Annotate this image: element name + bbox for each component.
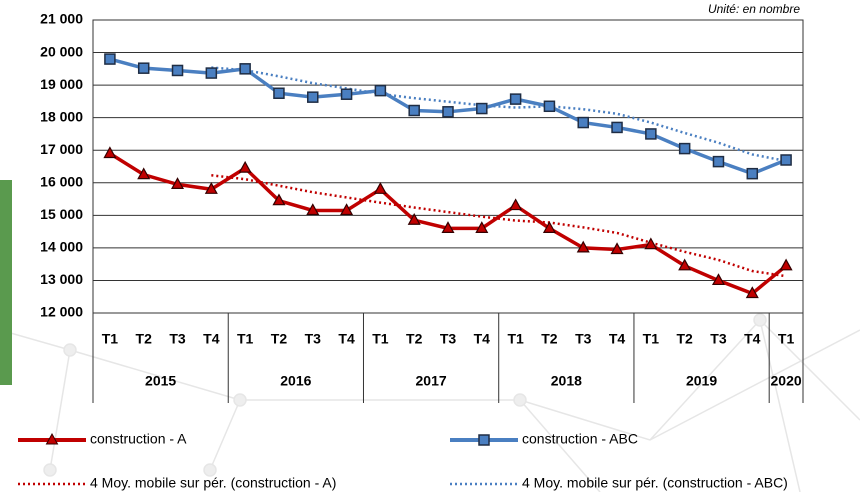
marker [509,93,522,105]
y-tick-label: 21 000 [40,11,83,27]
marker [340,203,354,216]
marker [373,182,387,194]
x-tick-label: T3 [440,331,457,347]
marker [610,242,624,255]
marker [442,106,454,118]
marker [746,167,759,180]
y-tick-label: 14 000 [40,239,83,255]
marker [340,88,353,100]
marker [306,203,320,216]
x-group-label: 2019 [686,373,717,389]
x-tick-label: T4 [474,331,491,347]
series [104,53,792,180]
x-group-label: 2018 [551,373,582,389]
series [211,174,787,278]
x-group-label: 2015 [145,373,176,389]
x-tick-label: T2 [406,331,423,347]
x-tick-label: T3 [169,331,186,347]
x-tick-label: T2 [271,331,288,347]
marker [407,212,421,225]
y-tick-label: 20 000 [40,43,83,59]
marker [475,221,489,233]
marker [678,258,692,271]
series [103,146,793,299]
x-tick-label: T1 [778,331,795,347]
unit-note: Unité: en nombre [708,2,800,16]
moving-average-line [211,66,787,163]
x-tick-label: T1 [237,331,254,347]
marker [543,100,556,113]
x-tick-label: T2 [136,331,153,347]
legend-label: 4 Moy. mobile sur pér. (construction - A… [522,475,788,491]
legend-marker [45,432,59,445]
marker [644,237,658,250]
marker [238,160,252,173]
marker [678,142,691,155]
x-tick-label: T2 [541,331,558,347]
x-tick-label: T2 [676,331,693,347]
moving-average-line [211,174,787,278]
marker [712,155,725,168]
series [211,66,787,163]
marker [204,182,218,194]
marker [576,240,590,253]
marker [272,193,286,206]
background-decoration [0,313,860,492]
x-tick-label: T4 [609,331,626,347]
y-tick-label: 15 000 [40,206,83,222]
x-tick-label: T4 [203,331,220,347]
legend-label: construction - ABC [522,431,638,447]
x-tick-label: T3 [710,331,727,347]
marker [745,286,759,299]
x-tick-label: T3 [575,331,592,347]
legend-marker [478,434,490,446]
marker [509,198,523,211]
y-tick-label: 16 000 [40,173,83,189]
marker [542,221,556,233]
marker [205,67,218,79]
marker [780,154,792,166]
marker [307,91,319,103]
marker [104,53,116,65]
x-tick-label: T1 [372,331,389,347]
marker [711,273,725,286]
marker [779,258,793,271]
legend-label: construction - A [90,431,187,447]
x-tick-label: T1 [102,331,119,347]
marker [611,121,623,134]
y-tick-label: 17 000 [40,141,83,157]
marker [171,177,185,190]
y-tick-label: 12 000 [40,304,83,320]
plot-border [92,19,804,314]
y-tick-label: 18 000 [40,108,83,124]
marker [577,116,589,129]
x-group-label: 2016 [280,373,311,389]
marker [171,64,184,77]
y-tick-label: 19 000 [40,76,83,92]
x-group-label: 2020 [771,373,802,389]
x-tick-label: T3 [305,331,322,347]
x-tick-label: T4 [744,331,761,347]
marker [137,167,151,180]
marker [239,63,251,75]
marker [273,87,285,99]
marker [103,146,117,159]
x-tick-label: T1 [643,331,660,347]
marker [137,62,150,74]
marker [645,128,657,140]
marker [441,221,455,233]
x-tick-label: T1 [507,331,524,347]
side-panel [0,180,12,385]
y-tick-label: 13 000 [40,271,83,287]
marker [374,84,387,97]
marker [476,102,488,115]
marker [408,104,420,117]
x-group-label: 2017 [416,373,447,389]
x-tick-label: T4 [338,331,355,347]
legend-label: 4 Moy. mobile sur pér. (construction - A… [90,475,336,491]
